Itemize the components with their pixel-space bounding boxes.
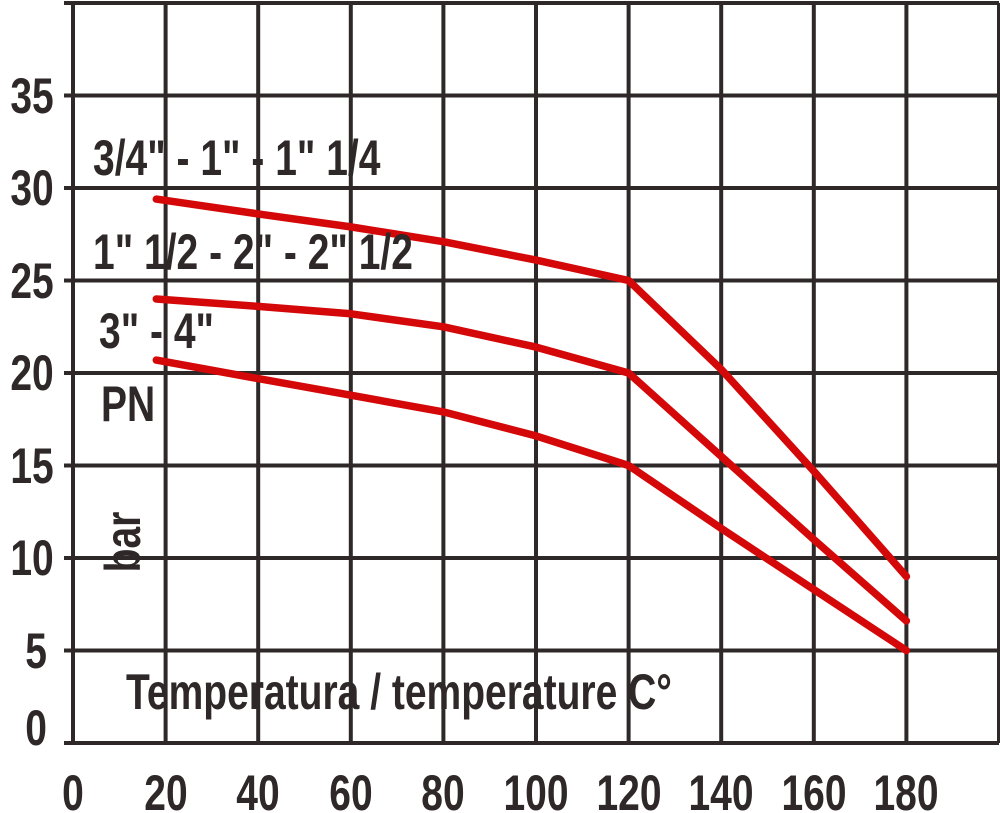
curve-lines <box>152 195 911 655</box>
series-label-medium-sizes: 1" 1/2 - 2" - 2" 1/2 <box>93 224 413 280</box>
y-axis-unit-bar-label: bar <box>95 511 151 573</box>
y-tick-label: 10 <box>10 530 54 586</box>
y-tick-label: 5 <box>25 622 47 679</box>
y-tick-label: 30 <box>10 160 54 216</box>
y-tick-label: 25 <box>10 252 54 309</box>
y-axis-unit-pn-label: PN <box>101 376 156 432</box>
x-tick-label: 140 <box>688 765 754 813</box>
x-tick-label: 60 <box>329 765 373 813</box>
series-label-large-sizes: 3" - 4" <box>99 303 215 359</box>
x-tick-label: 80 <box>421 765 466 813</box>
pressure-curve <box>152 195 911 581</box>
pressure-curve <box>152 295 911 625</box>
x-tick-label: 100 <box>503 765 569 813</box>
x-tick-label: 40 <box>236 765 280 813</box>
y-tick-label: 0 <box>25 700 47 756</box>
x-tick-label: 180 <box>873 765 939 813</box>
series-label-small-sizes: 3/4" - 1" - 1" 1/4 <box>93 130 381 186</box>
y-tick-label: 15 <box>10 437 54 494</box>
grid-lines <box>64 1 1000 745</box>
y-tick-label: 35 <box>10 67 54 124</box>
y-tick-label: 20 <box>10 345 54 401</box>
x-tick-label: 120 <box>596 765 662 813</box>
x-tick-label: 0 <box>62 765 84 813</box>
x-tick-label: 20 <box>143 765 188 813</box>
x-tick-label: 160 <box>781 765 847 813</box>
x-axis-title: Temperatura / temperature C° <box>126 664 672 720</box>
pressure-curve <box>152 356 911 655</box>
